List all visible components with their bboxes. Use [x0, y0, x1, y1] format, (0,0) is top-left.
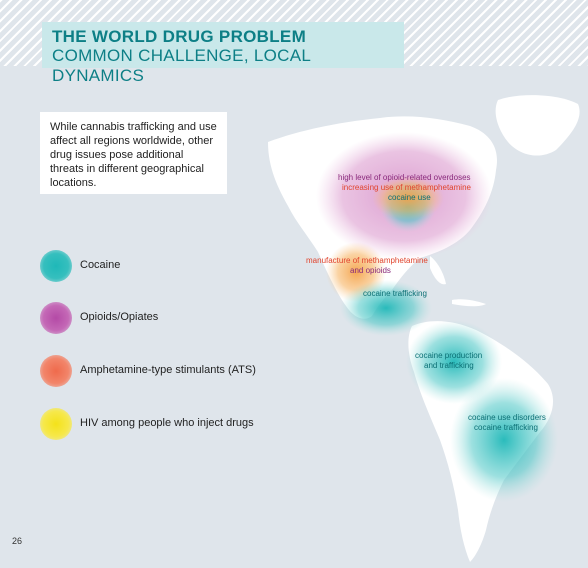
label-opioids-mexico: and opioids [350, 266, 391, 275]
intro-text-box: While cannabis trafficking and use affec… [40, 112, 227, 194]
cocaine-legend-dot [40, 250, 72, 282]
label-cocaine-trafficking-south: cocaine trafficking [474, 423, 538, 432]
label-opioid-overdoses: high level of opioid-related overdoses [338, 173, 471, 182]
page-number: 26 [12, 536, 23, 546]
page-title: THE WORLD DRUG PROBLEM [52, 27, 307, 46]
cocaine-glow-andes [406, 320, 502, 404]
label-cocaine-use: cocaine use [388, 193, 431, 202]
label-meth-manufacture: manufacture of methamphetamine [306, 256, 428, 265]
legend-label-ats: Amphetamine-type stimulants (ATS) [80, 364, 256, 376]
legend-label-opioids: Opioids/Opiates [80, 311, 159, 323]
legend-item-ats: Amphetamine-type stimulants (ATS) [40, 355, 300, 389]
label-cocaine-use-disorders: cocaine use disorders [468, 413, 546, 422]
legend-item-opioids: Opioids/Opiates [40, 302, 300, 336]
greenland-landmass [495, 95, 580, 156]
title-banner: THE WORLD DRUG PROBLEM COMMON CHALLENGE,… [42, 22, 404, 85]
florida-landmass [430, 256, 446, 285]
ats-legend-dot [40, 355, 72, 387]
cocaine-glow-southern-cone [450, 378, 558, 502]
opioids-legend-dot [40, 302, 72, 334]
cocaine-glow-central-america [340, 280, 432, 336]
label-cocaine-trafficking-central: cocaine trafficking [363, 289, 427, 298]
ats-glow-north-america [372, 176, 444, 220]
caribbean-islands [452, 299, 486, 307]
label-and-trafficking: and trafficking [424, 361, 474, 370]
label-cocaine-production: cocaine production [415, 351, 483, 360]
page-subtitle: COMMON CHALLENGE, LOCAL DYNAMICS [52, 46, 311, 85]
label-meth-use: increasing use of methamphetamine [342, 183, 471, 192]
legend-label-cocaine: Cocaine [80, 259, 121, 271]
legend-label-hiv: HIV among people who inject drugs [80, 417, 254, 429]
hiv-legend-dot [40, 408, 72, 440]
legend-item-hiv: HIV among people who inject drugs [40, 408, 300, 442]
legend-item-cocaine: Cocaine [40, 250, 300, 284]
